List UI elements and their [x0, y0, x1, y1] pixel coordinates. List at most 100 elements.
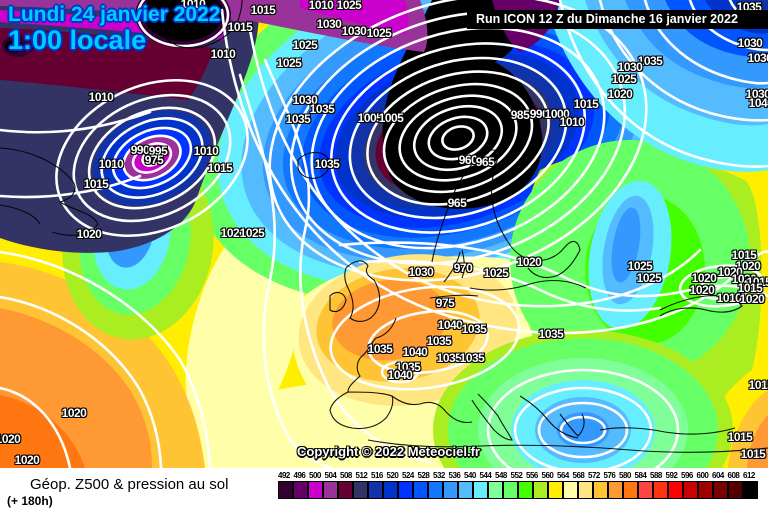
- pressure-label: 1040: [748, 96, 768, 110]
- colorbar-cell: [489, 482, 502, 498]
- pressure-label: 1025: [292, 38, 318, 52]
- colorbar-cell: [474, 482, 487, 498]
- isobar-lines: [0, 0, 768, 468]
- colorbar-cell: [744, 482, 757, 498]
- colorbar-cell: [354, 482, 367, 498]
- pressure-label: 1025: [239, 226, 265, 240]
- pressure-label: 1015: [573, 97, 599, 111]
- colorbar-cell: [459, 482, 472, 498]
- colorbar-cell: [564, 482, 577, 498]
- pressure-label: 975: [144, 153, 164, 167]
- colorbar-cell: [504, 482, 517, 498]
- pressure-label: 995: [148, 144, 168, 158]
- pressure-label: 1005: [378, 111, 404, 125]
- pressure-label: 1020: [735, 259, 761, 273]
- colorbar-cell: [279, 482, 292, 498]
- pressure-label: 960: [458, 153, 478, 167]
- time-label: 1:00 locale: [8, 25, 147, 56]
- pressure-label: 1015: [727, 430, 753, 444]
- colorbar-value: 536: [448, 471, 461, 480]
- colorbar-value: 560: [541, 471, 554, 480]
- colorbar-cell: [324, 482, 337, 498]
- colorbar-value: 608: [727, 471, 740, 480]
- map-area: 1010 1015 1010 1015 1010 1025 1030 1030 1025 1025…: [0, 0, 768, 468]
- pressure-label: 1020: [607, 87, 633, 101]
- colorbar-cell: [384, 482, 397, 498]
- colorbar-cell: [549, 482, 562, 498]
- pressure-label: 965: [447, 196, 467, 210]
- colorbar-cell: [369, 482, 382, 498]
- map-canvas: [0, 0, 768, 468]
- colorbar-cell: [714, 482, 727, 498]
- colorbar-cell: [729, 482, 742, 498]
- pressure-label: 1035: [538, 327, 564, 341]
- pressure-label: 1035: [459, 351, 485, 365]
- colorbar-cell: [309, 482, 322, 498]
- colorbar-cell: [669, 482, 682, 498]
- colorbar-cell: [534, 482, 547, 498]
- pressure-label: 1030: [316, 17, 342, 31]
- colorbar-value: 508: [340, 471, 352, 480]
- pressure-label: 970: [453, 261, 473, 275]
- copyright-label: Copyright © 2022 Meteociel.fr: [297, 444, 480, 459]
- pressure-label: 1035: [461, 322, 487, 336]
- pressure-label: 1010: [180, 0, 206, 11]
- colorbar-cell: [519, 482, 532, 498]
- colorbar: 492 496 500 504 508 512 516 520 524 528 532 536 540 5…: [278, 471, 762, 499]
- pressure-label: 990: [130, 143, 150, 157]
- pressure-label: 1035: [426, 334, 452, 348]
- pressure-label: 1025: [276, 56, 302, 70]
- pressure-label: 1010: [210, 47, 236, 61]
- date-label: Lundi 24 janvier 2022: [8, 3, 221, 26]
- colorbar-cell: [684, 482, 697, 498]
- pressure-label: 1020: [516, 255, 542, 269]
- pressure-label: 1035: [285, 112, 311, 126]
- colorbar-value: 548: [495, 471, 507, 480]
- pressure-label: 1035: [367, 342, 393, 356]
- colorbar-value: 556: [526, 471, 538, 480]
- pressure-label: 1015: [737, 281, 763, 295]
- pressure-label: 1030: [292, 93, 318, 107]
- colorbar-value: 492: [278, 471, 290, 480]
- pressure-label: 1020: [220, 226, 246, 240]
- pressure-label: 1035: [637, 54, 663, 68]
- pressure-label: 1025: [366, 26, 392, 40]
- colorbar-cell: [609, 482, 622, 498]
- colorbar-cell: [699, 482, 712, 498]
- coastlines: [0, 0, 768, 453]
- pressure-label: 1020: [76, 227, 102, 241]
- pressure-label: 990: [529, 107, 549, 121]
- pressure-label: 1015: [227, 20, 253, 34]
- pressure-label: 1015: [250, 3, 276, 17]
- date-time-block: Lundi 24 janvier 2022 1:00 locale: [8, 3, 221, 56]
- colorbar-value: 568: [572, 471, 585, 480]
- colorbar-value: 612: [743, 471, 755, 480]
- colorbar-cell: [444, 482, 457, 498]
- pressure-label: 1030: [341, 24, 367, 38]
- pressure-label: 1020: [0, 432, 21, 446]
- colorbar-cells: [278, 481, 758, 499]
- pressure-label: 1010: [559, 115, 585, 129]
- colorbar-value: 512: [355, 471, 368, 480]
- pressure-label: 1030: [737, 36, 763, 50]
- colorbar-value: 572: [588, 471, 600, 480]
- pressure-label: 1035: [314, 157, 340, 171]
- pressure-label: 1005: [357, 111, 383, 125]
- pressure-label: 1020: [731, 272, 757, 286]
- legend-strip: Géop. Z500 & pression au sol (+ 180h) 49…: [0, 468, 768, 512]
- pressure-label: 1015: [740, 447, 766, 461]
- pressure-label: 1020: [691, 271, 717, 285]
- colorbar-value: 580: [619, 471, 631, 480]
- pressure-label: 1020: [717, 265, 743, 279]
- pressure-label: 1010: [193, 144, 219, 158]
- colorbar-cell: [594, 482, 607, 498]
- pressure-label: 1015: [207, 161, 233, 175]
- pressure-label: 1025: [611, 72, 637, 86]
- map-title: Géop. Z500 & pression au sol: [30, 476, 229, 493]
- pressure-label: 975: [435, 296, 455, 310]
- pressure-label: 1025: [627, 259, 653, 273]
- colorbar-value: 528: [417, 471, 430, 480]
- colorbar-cell: [639, 482, 652, 498]
- colorbar-cell: [414, 482, 427, 498]
